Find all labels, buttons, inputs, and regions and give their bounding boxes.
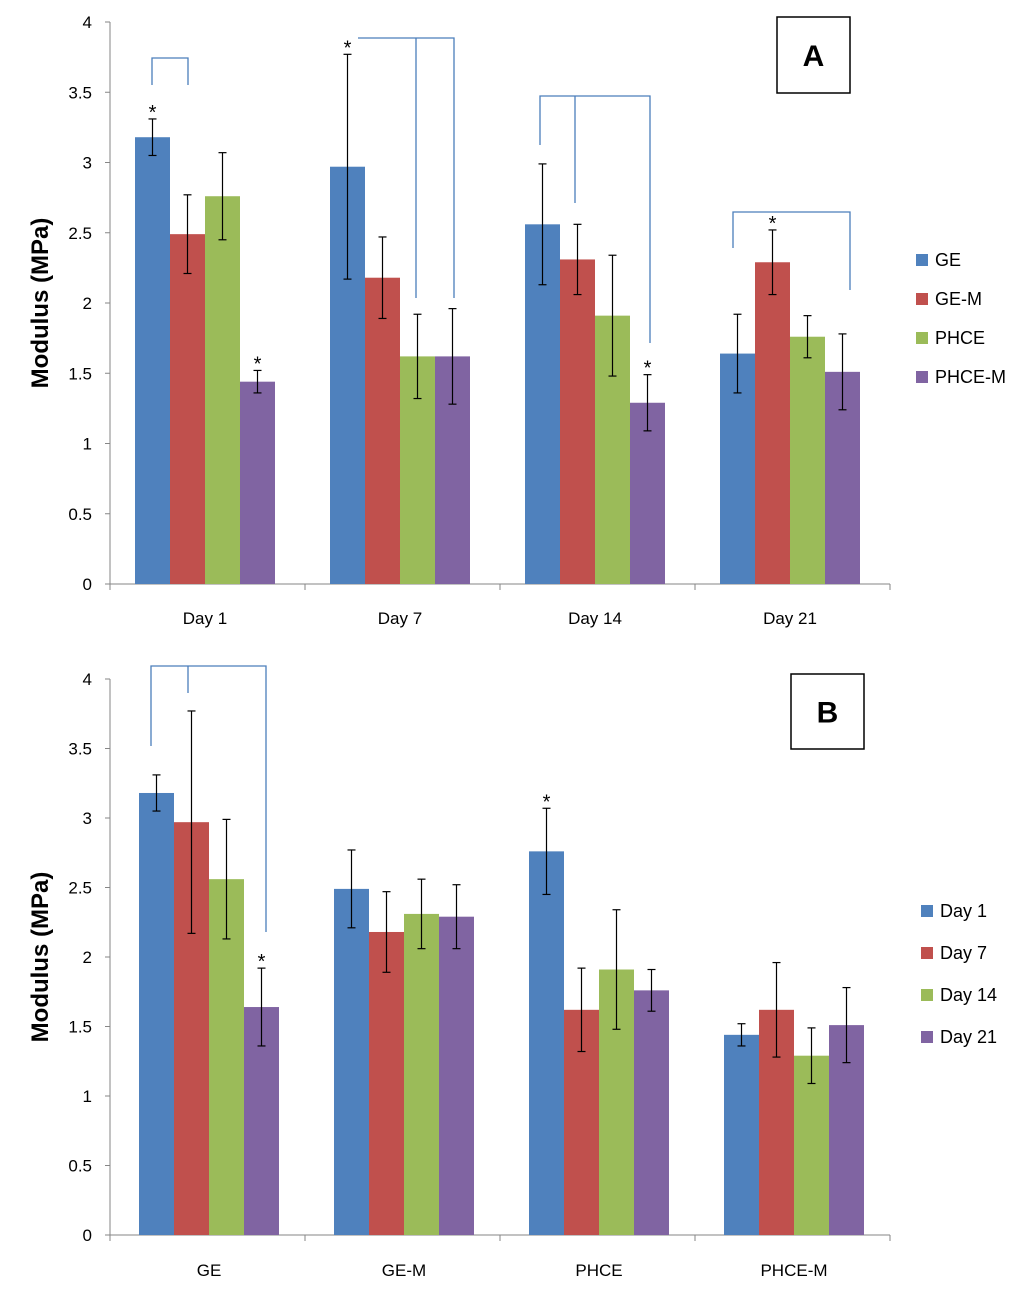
panel-a-significance-star: *	[344, 37, 352, 59]
panel-a-legend-swatch	[916, 293, 928, 305]
panel-a-legend-label: GE	[935, 250, 961, 270]
panel-b-x-tick-label: GE	[197, 1261, 222, 1280]
panel-a-legend-swatch	[916, 332, 928, 344]
panel-b-y-axis-label: Modulus (MPa)	[27, 872, 54, 1043]
panel-a-legend-swatch	[916, 254, 928, 266]
panel-b-bar	[369, 931, 404, 1235]
panel-b-x-tick-label: GE-M	[382, 1261, 426, 1280]
panel-b-y-tick-label: 2.5	[68, 879, 92, 898]
panel-b-comparison-bracket	[150, 665, 267, 932]
panel-a-y-tick-label: 3.5	[68, 83, 92, 102]
panel-a-comparison-bracket	[151, 57, 189, 85]
panel-a-bar	[205, 196, 240, 584]
panel-a-legend-label: PHCE	[935, 328, 985, 348]
panel-b-legend-swatch	[921, 905, 933, 917]
panel-b-legend-swatch	[921, 947, 933, 959]
panel-a-bar	[240, 381, 275, 584]
panel-b-y-tick-label: 0	[83, 1226, 92, 1245]
panel-b-bar	[724, 1034, 759, 1235]
panel-a-legend-swatch	[916, 371, 928, 383]
panel-a-bar	[135, 137, 170, 584]
panel-b-y-tick-label: 1.5	[68, 1018, 92, 1037]
panel-a-bar	[560, 259, 595, 584]
panel-b-bar	[794, 1055, 829, 1235]
panel-b-y-tick-label: 0.5	[68, 1157, 92, 1176]
panel-b-y-tick-label: 2	[83, 948, 92, 967]
panel-b-legend-swatch	[921, 1031, 933, 1043]
panel-a-x-tick-label: Day 1	[183, 609, 227, 628]
panel-b-bar	[334, 888, 369, 1235]
panel-a-y-tick-label: 3	[83, 154, 92, 173]
panel-b-y-tick-label: 3.5	[68, 740, 92, 759]
panel-a-bar	[170, 234, 205, 584]
panel-a-y-tick-label: 1.5	[68, 364, 92, 383]
panel-a-significance-star: *	[254, 353, 262, 375]
panel-a-comparison-bracket	[732, 211, 851, 290]
panel-b-bar	[139, 792, 174, 1235]
panel-a-significance-star: *	[769, 213, 777, 235]
panel-a-y-tick-label: 2.5	[68, 224, 92, 243]
panel-a-bar	[755, 262, 790, 584]
panel-b-legend-swatch	[921, 989, 933, 1001]
panel-a-bar	[790, 336, 825, 584]
panel-a-comparison-bracket	[539, 95, 651, 343]
panel-b-x-tick-label: PHCE-M	[760, 1261, 827, 1280]
panel-a-label: A	[803, 40, 825, 73]
panel-a-y-tick-label: 0.5	[68, 505, 92, 524]
panel-b-bar	[404, 913, 439, 1235]
panel-a-bar	[365, 277, 400, 584]
panel-a-y-tick-label: 4	[83, 13, 92, 32]
panel-a-y-tick-label: 1	[83, 435, 92, 454]
panel-b-legend-label: Day 1	[940, 901, 987, 921]
panel-a-y-tick-label: 0	[83, 575, 92, 594]
panel-a-x-tick-label: Day 21	[763, 609, 817, 628]
panel-a-comparison-bracket	[358, 37, 455, 298]
panel-b-legend-label: Day 7	[940, 943, 987, 963]
panel-b-bar	[439, 916, 474, 1235]
panel-a-significance-star: *	[644, 358, 652, 380]
panel-b-legend-label: Day 14	[940, 985, 997, 1005]
panel-a-x-tick-label: Day 14	[568, 609, 622, 628]
panel-b-legend-label: Day 21	[940, 1027, 997, 1047]
panel-a-label-box	[776, 16, 851, 94]
panel-b-label-box	[790, 673, 865, 750]
panel-a-legend-label: GE-M	[935, 289, 982, 309]
panel-b-y-tick-label: 4	[83, 670, 92, 689]
panel-b-significance-star: *	[543, 791, 551, 813]
panel-b-significance-star: *	[258, 951, 266, 973]
panel-a-legend-label: PHCE-M	[935, 367, 1006, 387]
panel-a-significance-star: *	[149, 102, 157, 124]
panel-b-bar	[634, 990, 669, 1235]
panel-b-bar	[529, 851, 564, 1235]
panel-a-bar	[630, 402, 665, 584]
panel-b-y-tick-label: 3	[83, 809, 92, 828]
panel-a-x-tick-label: Day 7	[378, 609, 422, 628]
panel-b-y-tick-label: 1	[83, 1087, 92, 1106]
panel-b-label: B	[817, 697, 839, 730]
panel-a-y-axis-label: Modulus (MPa)	[27, 218, 54, 389]
panel-a-y-tick-label: 2	[83, 294, 92, 313]
panel-b-x-tick-label: PHCE	[575, 1261, 622, 1280]
